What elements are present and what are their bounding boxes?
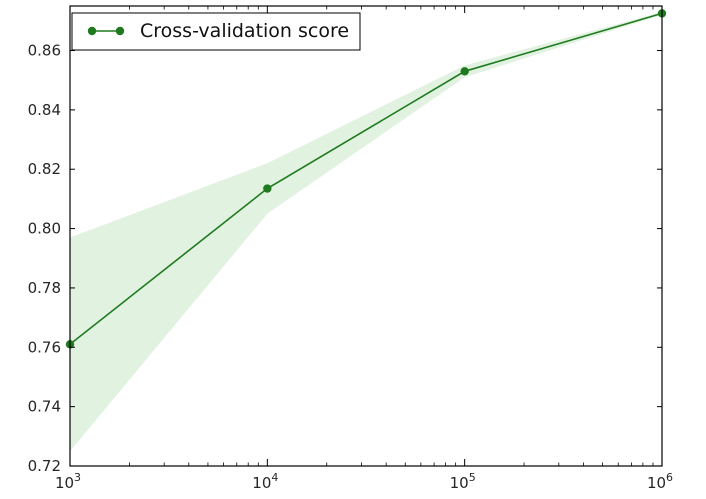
y-tick-label: 0.84 (28, 101, 61, 119)
y-tick-label: 0.72 (28, 457, 61, 475)
confidence-band (70, 11, 662, 452)
confidence-band-layer (70, 11, 662, 452)
legend-label: Cross-validation score (140, 20, 349, 42)
legend: Cross-validation score (71, 12, 361, 51)
y-tick-label: 0.80 (28, 220, 61, 238)
data-point (460, 67, 469, 76)
x-tick-label: 104 (252, 471, 278, 492)
y-tick-label: 0.78 (28, 279, 61, 297)
plot-frame (69, 5, 663, 467)
y-tick-label: 0.86 (28, 42, 61, 60)
x-tick-label: 105 (450, 471, 476, 492)
y-tick-label: 0.82 (28, 160, 61, 178)
series-line-layer (69, 12, 663, 345)
y-tick-label: 0.76 (28, 338, 61, 356)
legend-marker (87, 26, 97, 36)
legend-marker (115, 26, 125, 36)
axis-tick-layer: 0.72 0.74 0.76 0.78 0.80 0.82 0.84 0.86 103 104 10… (28, 6, 673, 492)
series-line (69, 12, 663, 345)
y-tick-label: 0.74 (28, 398, 61, 416)
x-tick-label: 103 (55, 471, 81, 492)
data-point (263, 184, 272, 193)
x-tick-label: 106 (647, 471, 673, 492)
